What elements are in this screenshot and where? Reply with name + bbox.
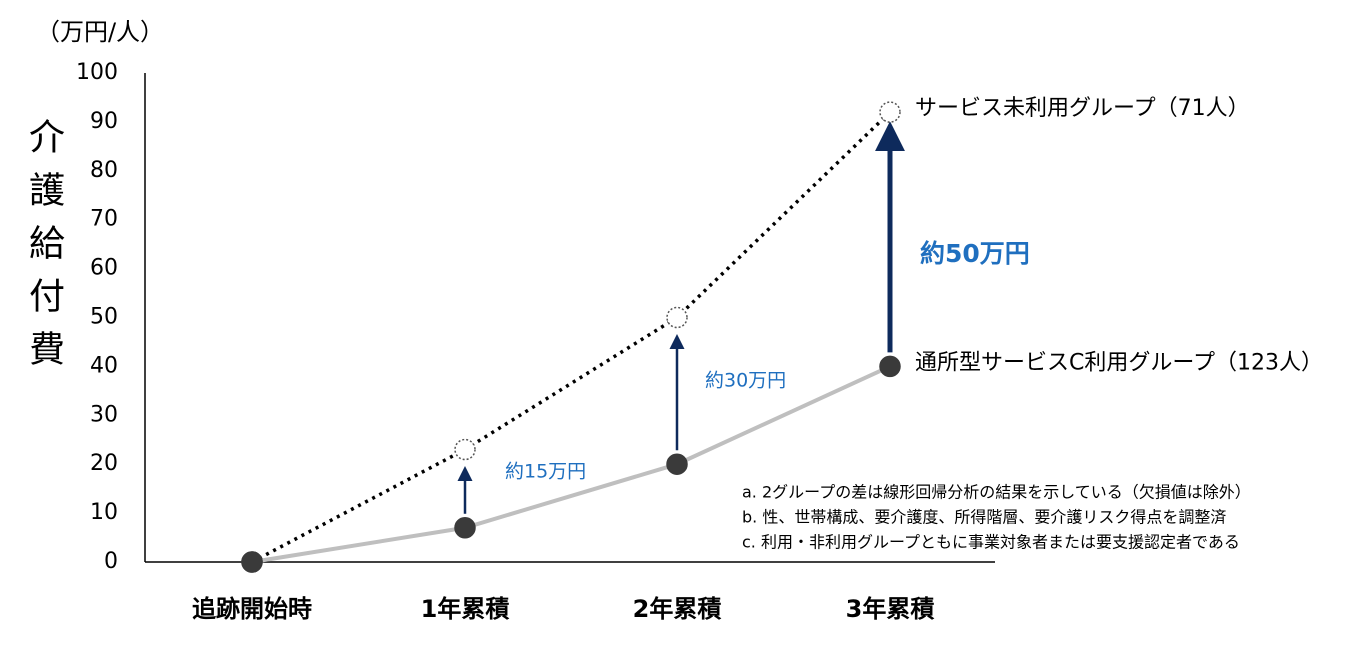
x-tick-label: 追跡開始時: [192, 595, 312, 623]
series-line: [251, 110, 892, 564]
x-tick-label: 2年累積: [633, 595, 722, 623]
legend-label: サービス未利用グループ（71人）: [915, 96, 1250, 121]
annotation: 約50万円: [920, 239, 1030, 268]
data-point: [666, 306, 688, 329]
y-tick-label: 40: [90, 353, 118, 378]
legend-label: 通所型サービスC利用グループ（123人）: [915, 350, 1323, 375]
annotation: 約15万円: [505, 461, 586, 483]
note: b. 性、世帯構成、要介護度、所得階層、要介護リスク得点を調整済: [742, 508, 1226, 527]
unit-label: （万円/人）: [36, 18, 164, 46]
note: c. 利用・非利用グループともに事業対象者または要支援認定者である: [742, 533, 1240, 552]
annotation: 約30万円: [705, 370, 786, 392]
y-tick-label: 80: [90, 158, 118, 183]
y-tick-label: 50: [90, 305, 118, 330]
data-point: [454, 438, 476, 461]
y-tick-label: 60: [90, 256, 118, 281]
y-tick-label: 90: [90, 109, 118, 134]
y-tick-label: 100: [76, 60, 118, 85]
y-tick-label: 30: [90, 402, 118, 427]
data-point: [241, 551, 263, 573]
x-tick-label: 1年累積: [421, 595, 510, 623]
series-line: [251, 364, 891, 564]
y-tick-label: 70: [90, 207, 118, 232]
data-point: [454, 517, 476, 539]
note: a. 2グループの差は線形回帰分析の結果を示している（欠損値は除外）: [742, 483, 1251, 502]
data-point: [879, 101, 901, 123]
y-tick-label: 0: [104, 549, 118, 574]
data-point: [879, 355, 901, 378]
data-point: [666, 453, 688, 475]
y-axis-label: 介護給付費: [23, 118, 64, 383]
y-tick-label: 20: [90, 451, 118, 476]
x-tick-label: 3年累積: [846, 595, 935, 623]
y-tick-label: 10: [90, 500, 118, 525]
